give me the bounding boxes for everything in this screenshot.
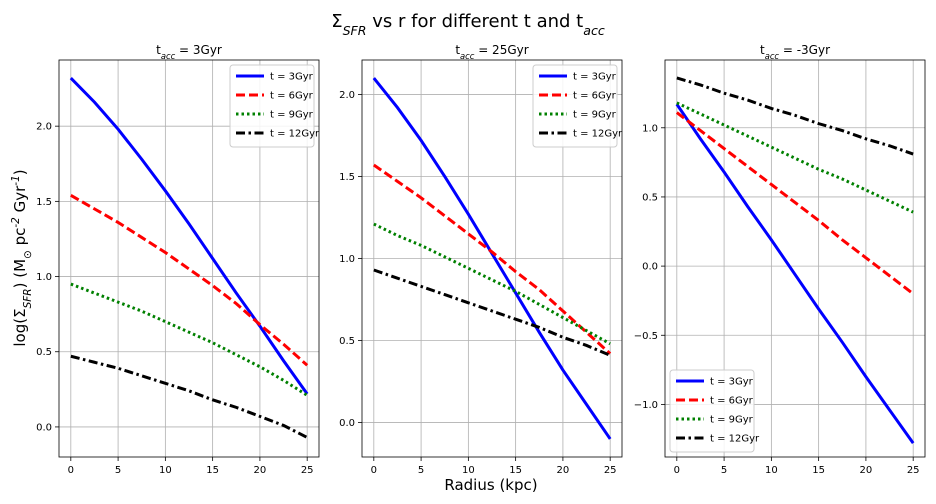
legend-label-t12: t = 12Gyr — [573, 129, 623, 140]
series-line-t6 — [70, 194, 309, 367]
legend-label-t12: t = 12Gyr — [270, 129, 320, 140]
series-line-t9 — [373, 222, 611, 346]
x-tick-label: 0 — [674, 465, 680, 476]
legend-label-t3: t = 3Gyr — [710, 377, 754, 388]
y-tick-label: 0.5 — [36, 347, 52, 358]
subplot-3: 0 5 10 15 20 25 −1.0 −0.5 0.0 0.5 1.0 tacc = -3Gyr t… — [634, 43, 926, 476]
x-tick-label: 15 — [812, 465, 825, 476]
x-tick-label: 25 — [907, 465, 920, 476]
subplot-1: 0 5 10 15 20 25 0.0 0.5 1.0 1.5 2.0 tacc = 3Gyr t = … — [36, 43, 320, 476]
subplot-title: tacc = 25Gyr — [455, 43, 528, 61]
y-tick-label: 1.5 — [36, 197, 52, 208]
x-tick-label: 5 — [115, 465, 121, 476]
x-tick-label: 5 — [721, 465, 727, 476]
x-axis-label: Radius (kpc) — [444, 476, 537, 494]
axes-frame — [361, 59, 623, 458]
y-tick-label: 0.0 — [36, 422, 52, 433]
legend-label-t6: t = 6Gyr — [270, 91, 314, 102]
subplot-panels: 0 5 10 15 20 25 0.0 0.5 1.0 1.5 2.0 tacc = 3Gyr t = … — [36, 43, 926, 476]
y-axis-label: log(ΣSFR) (M⊙ pc-2 Gyr-1) — [10, 169, 34, 346]
legend-label-t12: t = 12Gyr — [710, 434, 760, 445]
series-line-t6 — [372, 163, 612, 355]
series-line-t3 — [69, 76, 309, 395]
legend-label-t3: t = 3Gyr — [270, 72, 314, 83]
y-tick-label: 0.5 — [642, 192, 658, 203]
y-tick-label: 1.5 — [339, 172, 355, 183]
x-tick-label: 15 — [206, 465, 219, 476]
series-line-t3 — [675, 103, 915, 445]
axes-frame — [664, 59, 926, 458]
y-tick-label: −0.5 — [634, 331, 658, 342]
legend-box — [532, 64, 618, 148]
x-tick-label: 20 — [860, 465, 873, 476]
y-tick-label: −1.0 — [634, 400, 658, 411]
series-line-t9 — [70, 282, 308, 397]
x-tick-label: 20 — [557, 465, 570, 476]
legend: t = 3Gyr t = 6Gyr t = 9Gyr t = 12Gyr — [532, 64, 623, 148]
x-tick-label: 10 — [159, 465, 172, 476]
legend-box — [669, 369, 755, 453]
series-line-t12 — [373, 268, 611, 357]
x-tick-label: 0 — [371, 465, 377, 476]
y-tick-label: 2.0 — [36, 122, 52, 133]
figure-suptitle: ΣSFR vs r for different t and tacc — [331, 11, 605, 38]
subplot-title: tacc = -3Gyr — [760, 43, 830, 61]
legend: t = 3Gyr t = 6Gyr t = 9Gyr t = 12Gyr — [669, 369, 760, 453]
legend-box — [229, 64, 315, 148]
x-tick-label: 5 — [418, 465, 424, 476]
series-line-t9 — [676, 101, 914, 214]
y-tick-label: 1.0 — [36, 272, 52, 283]
series-line-t12 — [70, 354, 308, 439]
y-tick-label: 2.0 — [339, 90, 355, 101]
legend-label-t9: t = 9Gyr — [270, 110, 314, 121]
x-tick-label: 25 — [301, 465, 314, 476]
legend-label-t9: t = 9Gyr — [573, 110, 617, 121]
legend-label-t6: t = 6Gyr — [710, 396, 754, 407]
x-tick-label: 0 — [68, 465, 74, 476]
y-tick-label: 0.0 — [642, 262, 658, 273]
series-line-t6 — [675, 111, 915, 295]
x-tick-label: 15 — [509, 465, 522, 476]
x-tick-label: 10 — [765, 465, 778, 476]
y-tick-label: 1.0 — [642, 123, 658, 134]
legend-label-t6: t = 6Gyr — [573, 91, 617, 102]
subplot-title: tacc = 3Gyr — [156, 43, 222, 61]
legend-label-t9: t = 9Gyr — [710, 415, 754, 426]
y-tick-label: 0.0 — [339, 418, 355, 429]
x-tick-label: 10 — [462, 465, 475, 476]
legend: t = 3Gyr t = 6Gyr t = 9Gyr t = 12Gyr — [229, 64, 320, 148]
series-line-t12 — [676, 76, 914, 156]
axes-frame — [58, 59, 320, 458]
y-tick-label: 1.0 — [339, 254, 355, 265]
x-tick-label: 20 — [254, 465, 267, 476]
y-tick-label: 0.5 — [339, 336, 355, 347]
x-tick-label: 25 — [604, 465, 617, 476]
legend-label-t3: t = 3Gyr — [573, 72, 617, 83]
